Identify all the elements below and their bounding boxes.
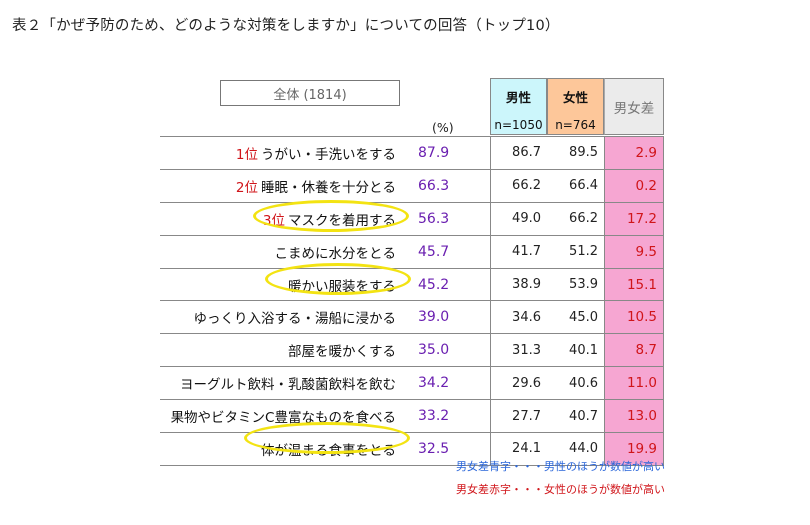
total-value: 34.2 — [418, 375, 450, 392]
note-red-female-higher: 男女差赤字・・・女性のほうが数値が高い — [456, 483, 665, 496]
gender-diff-value: 17.2 — [604, 202, 664, 235]
table-row: 部屋を暖かくする 35.0 31.3 40.1 8.7 — [160, 334, 664, 368]
total-value: 33.2 — [418, 408, 450, 425]
male-value: 31.3 — [490, 334, 547, 367]
row-label: ゆっくり入浴する・湯船に浸かる — [194, 307, 397, 327]
table-row: 2位 睡眠・休養を十分とる 66.3 66.2 66.4 0.2 — [160, 169, 664, 203]
gender-diff-value: 10.5 — [604, 301, 664, 334]
table-row: ヨーグルト飲料・乳酸菌飲料を飲む 34.2 29.6 40.6 11.0 — [160, 367, 664, 401]
table-row: こまめに水分をとる 45.7 41.7 51.2 9.5 — [160, 235, 664, 269]
female-header-count: n=764 — [555, 118, 596, 132]
male-value: 24.1 — [490, 433, 547, 465]
male-value: 49.0 — [490, 202, 547, 235]
gender-diff-value: 13.0 — [604, 400, 664, 433]
female-value: 40.6 — [569, 375, 598, 391]
gender-diff-value: 19.9 — [604, 433, 664, 465]
total-value: 39.0 — [418, 309, 450, 326]
row-label: こまめに水分をとる — [275, 242, 397, 262]
male-value: 27.7 — [490, 400, 547, 433]
rank-badge: 1位 — [235, 146, 258, 163]
row-label-text: うがい・手洗いをする — [261, 146, 396, 163]
male-column-header: 男性 n=1050 — [490, 78, 547, 135]
gender-diff-value: 0.2 — [604, 169, 664, 202]
gender-diff-value: 15.1 — [604, 268, 664, 301]
total-value: 45.2 — [418, 276, 450, 293]
results-table: 1位 うがい・手洗いをする 87.9 86.7 89.5 2.9 2位 睡眠・休養を十分とる 6… — [160, 136, 664, 466]
row-label: ヨーグルト飲料・乳酸菌飲料を飲む — [180, 373, 396, 393]
gender-diff-value: 9.5 — [604, 235, 664, 268]
table-row: 3位 マスクを着用する 56.3 49.0 66.2 17.2 — [160, 202, 664, 236]
female-value: 45.0 — [569, 309, 598, 325]
male-value: 41.7 — [490, 235, 547, 268]
female-value: 89.5 — [569, 145, 598, 161]
diff-header-label: 男女差 — [613, 101, 655, 117]
total-value: 32.5 — [418, 440, 450, 457]
note-blue-male-higher: 男女差青字・・・男性のほうが数値が高い — [456, 460, 665, 473]
male-header-label: 男性 — [505, 90, 531, 105]
row-label-text: 暖かい服装をする — [288, 278, 396, 295]
row-label: 暖かい服装をする — [288, 275, 396, 295]
male-header-count: n=1050 — [494, 118, 543, 132]
gender-diff-value: 2.9 — [604, 137, 664, 169]
gender-diff-column-header: 男女差 — [604, 78, 664, 135]
female-value: 66.2 — [569, 211, 598, 227]
row-label-text: こまめに水分をとる — [274, 245, 397, 262]
female-column-header: 女性 n=764 — [547, 78, 604, 135]
total-value: 66.3 — [418, 177, 450, 194]
female-value: 51.2 — [569, 244, 598, 260]
row-label-text: ヨーグルト飲料・乳酸菌飲料を飲む — [180, 377, 396, 394]
rank-badge: 3位 — [262, 212, 285, 229]
gender-diff-value: 8.7 — [604, 334, 664, 367]
female-value: 53.9 — [569, 277, 598, 292]
female-value: 40.1 — [569, 342, 598, 358]
row-label-text: マスクを着用する — [288, 212, 396, 229]
male-value: 34.6 — [490, 301, 547, 334]
table-row: 暖かい服装をする 45.2 38.9 53.9 15.1 — [160, 268, 664, 302]
row-label: 体が温まる食事をとる — [261, 439, 396, 459]
female-value: 44.0 — [569, 441, 598, 457]
row-label-text: 部屋を暖かくする — [288, 344, 396, 361]
total-value: 35.0 — [418, 342, 450, 359]
rank-badge: 2位 — [235, 179, 258, 196]
male-value: 86.7 — [490, 137, 547, 169]
table-row: ゆっくり入浴する・湯船に浸かる 39.0 34.6 45.0 10.5 — [160, 301, 664, 335]
table-row: 体が温まる食事をとる 32.5 24.1 44.0 19.9 — [160, 433, 664, 466]
row-label-text: ゆっくり入浴する・湯船に浸かる — [193, 311, 397, 328]
total-respondents-box: 全体 (1814) — [220, 80, 400, 106]
male-value: 38.9 — [490, 268, 547, 301]
table-row: 1位 うがい・手洗いをする 87.9 86.7 89.5 2.9 — [160, 137, 664, 170]
female-value: 40.7 — [569, 408, 598, 424]
table-title: 表２「かぜ予防のため、どのような対策をしますか」についての回答（トップ10） — [12, 18, 560, 34]
male-value: 66.2 — [490, 169, 547, 202]
row-label: 部屋を暖かくする — [288, 340, 396, 360]
row-label: 果物やビタミンC豊富なものを食べる — [171, 406, 396, 426]
total-value: 45.7 — [418, 243, 450, 260]
row-label: 3位 マスクを着用する — [263, 209, 396, 229]
total-value: 87.9 — [418, 144, 450, 161]
row-label: 1位 うがい・手洗いをする — [236, 143, 396, 163]
row-label-text: 体が温まる食事をとる — [261, 442, 396, 459]
row-label-text: 睡眠・休養を十分とる — [261, 179, 396, 196]
total-value: 56.3 — [418, 210, 450, 227]
male-value: 29.6 — [490, 367, 547, 400]
female-value: 66.4 — [569, 178, 598, 194]
percent-unit-label: (%) — [432, 120, 454, 135]
female-header-label: 女性 — [562, 90, 588, 105]
table-row: 果物やビタミンC豊富なものを食べる 33.2 27.7 40.7 13.0 — [160, 400, 664, 434]
row-label: 2位 睡眠・休養を十分とる — [236, 176, 396, 196]
gender-diff-value: 11.0 — [604, 367, 664, 400]
row-label-text: 果物やビタミンC豊富なものを食べる — [170, 410, 396, 427]
